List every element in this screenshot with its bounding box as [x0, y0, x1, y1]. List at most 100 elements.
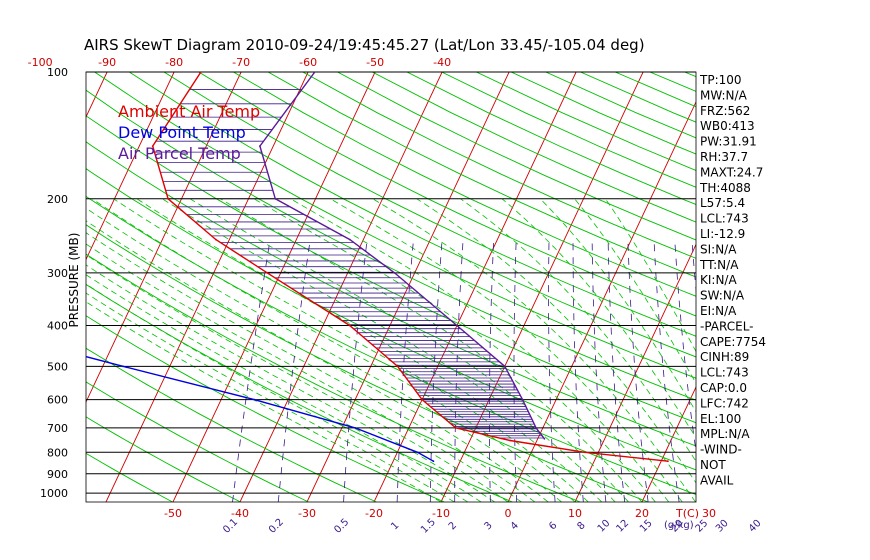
mixing-ratio-line — [607, 239, 626, 502]
dew-point-temp-point — [253, 398, 256, 401]
dew-point-temp-point — [416, 451, 419, 454]
air-parcel-temp-point — [349, 238, 351, 241]
ambient-air-temp-point — [509, 439, 511, 442]
mixing-ratio-label: 3 — [482, 520, 494, 532]
moist-adiabat-line — [86, 254, 509, 502]
pressure-tick-label: 300 — [47, 267, 68, 280]
mixing-ratio-line — [396, 239, 414, 502]
ambient-air-temp-point — [200, 72, 202, 73]
index-entry: LCL:743 — [700, 212, 749, 226]
mixing-ratio-line — [627, 239, 649, 502]
isotherm-line — [776, 72, 870, 502]
moist-adiabat-line — [189, 198, 629, 502]
plot-frame — [85, 71, 697, 503]
air-parcel-temp-point — [313, 72, 316, 73]
moist-adiabat-line — [290, 198, 670, 502]
air-parcel-temp-point — [503, 365, 506, 368]
air-parcel-temp-point — [393, 272, 396, 274]
index-entry: LFC:742 — [700, 396, 749, 410]
ambient-air-temp-point — [266, 272, 269, 274]
index-entry: -WIND- — [700, 443, 742, 457]
pressure-tick-label: 100 — [47, 66, 68, 79]
temp-tick-label-bottom: -30 — [298, 507, 316, 520]
dry-adiabat-line — [86, 168, 696, 471]
mixing-ratio-label: 2 — [447, 520, 459, 532]
dry-adiabat-line — [94, 72, 696, 379]
index-entry: FRZ:562 — [700, 104, 750, 118]
legend-entry: Ambient Air Temp — [118, 102, 260, 121]
ambient-air-temp-point — [396, 365, 399, 368]
air-parcel-temp-point — [535, 427, 537, 429]
mixing-ratio-line — [653, 239, 680, 502]
moist-adiabat-line — [460, 198, 696, 462]
index-entry: PW:31.91 — [700, 135, 757, 149]
temp-tick-label-bottom: -10 — [432, 507, 450, 520]
moist-adiabat-line — [220, 198, 643, 502]
moist-adiabat-line — [86, 301, 442, 502]
mixing-ratio-line — [343, 239, 368, 502]
dry-adiabat-line — [86, 283, 513, 502]
mixing-ratio-line — [572, 239, 584, 502]
dry-adiabat-line — [754, 72, 870, 502]
index-entry: -PARCEL- — [700, 319, 754, 333]
moist-adiabat-line — [113, 198, 589, 502]
moist-adiabat-line — [86, 243, 522, 502]
index-entry: L57:5.4 — [700, 196, 745, 210]
dew-point-temp-point — [122, 365, 124, 368]
air-parcel-temp-point — [274, 197, 277, 200]
temp-tick-label-top: -50 — [366, 56, 384, 69]
mixing-ratio-label: 1 — [389, 520, 401, 532]
temp-tick-label-bottom: 30 — [702, 507, 716, 520]
dry-adiabat-line — [267, 72, 696, 278]
index-entry: EI:N/A — [700, 304, 737, 318]
mixing-ratio-line — [232, 239, 271, 502]
ambient-air-temp-point — [215, 238, 217, 241]
isotherm-line — [843, 72, 870, 502]
temp-tick-label-top: -90 — [98, 56, 116, 69]
ambient-air-temp-point — [584, 451, 586, 454]
air-parcel-temp-point — [543, 437, 546, 440]
air-parcel-temp-point — [456, 324, 458, 327]
dry-adiabat-line — [86, 381, 309, 502]
index-entry: CINH:89 — [700, 350, 749, 364]
temp-tick-label-bottom: -50 — [164, 507, 182, 520]
index-entry: SI:N/A — [700, 242, 737, 256]
moist-adiabat-line — [86, 283, 469, 502]
ambient-air-temp-point — [167, 197, 170, 200]
index-entry: CAPE:7754 — [700, 335, 766, 349]
moist-adiabat-line — [253, 198, 656, 502]
dry-adiabat-line — [86, 195, 696, 496]
moist-adiabat-line — [86, 220, 549, 502]
mixing-ratio-label: 6 — [547, 520, 559, 532]
mixing-ratio-label: 8 — [575, 520, 587, 532]
ambient-air-temp-point — [348, 324, 351, 327]
dry-adiabat-line — [86, 315, 445, 502]
temp-tick-label-top: -40 — [433, 56, 451, 69]
mixing-ratio-label: 30 — [714, 518, 731, 535]
isotherm-line — [172, 72, 376, 502]
index-entry: EL:100 — [700, 412, 741, 426]
temp-tick-label-bottom: 0 — [505, 507, 512, 520]
dry-adiabat-line — [86, 416, 241, 502]
mixing-ratio-label: 0.2 — [267, 517, 286, 536]
index-entry: RH:37.7 — [700, 150, 748, 164]
y-axis-label: PRESSURE (MB) — [67, 233, 81, 328]
pressure-tick-label: 600 — [47, 394, 68, 407]
index-entry: MW:N/A — [700, 88, 748, 102]
air-parcel-temp-line — [259, 72, 545, 440]
mixing-ratio-line — [277, 239, 311, 502]
temp-tick-label-bottom: -40 — [231, 507, 249, 520]
dry-adiabat-line — [823, 72, 870, 502]
mixing-ratio-line — [548, 239, 556, 502]
moist-adiabat-line — [86, 264, 495, 502]
mixing-ratio-line — [591, 239, 607, 502]
ambient-air-temp-line — [151, 72, 668, 462]
index-entry: TH:4088 — [699, 181, 751, 195]
pressure-tick-label: 500 — [47, 360, 68, 373]
legend-entry: Air Parcel Temp — [118, 144, 241, 163]
temp-tick-label-top: -100 — [28, 56, 53, 69]
index-entry: MAXT:24.7 — [700, 165, 763, 179]
index-entry: AVAIL — [700, 473, 734, 487]
